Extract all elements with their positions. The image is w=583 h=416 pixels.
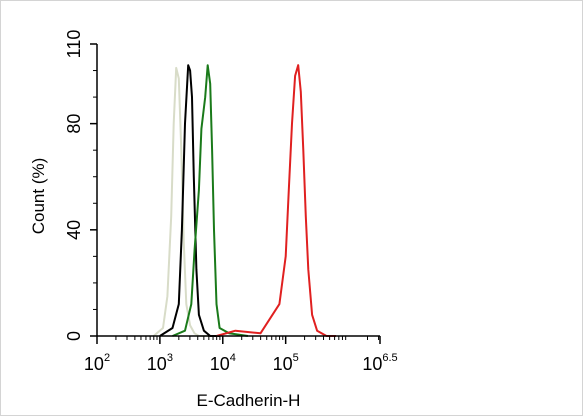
series-layer [152,64,336,337]
x-tick-label: 104 [210,352,236,374]
y-tick-label: 40 [64,220,84,240]
x-tick-label: 102 [84,352,110,374]
series-line-3 [172,64,249,337]
x-axis-title: E-Cadherin-H [197,391,301,410]
y-tick-label: 0 [64,331,84,341]
y-tick-label: 80 [64,114,84,134]
y-tick-layer: 0 40 80 110 [64,30,97,341]
series-line-2 [159,64,220,337]
y-axis-title: Count (%) [29,158,48,235]
y-tick-label: 110 [64,30,84,59]
series-line-4 [216,64,336,337]
x-tick-label: 106.5 [362,352,397,374]
x-tick-label: 103 [147,352,173,374]
x-tick-label: 105 [273,352,299,374]
series-line-1 [152,66,211,337]
x-tick-layer: 102 103 104 105 106.5 [84,336,398,374]
